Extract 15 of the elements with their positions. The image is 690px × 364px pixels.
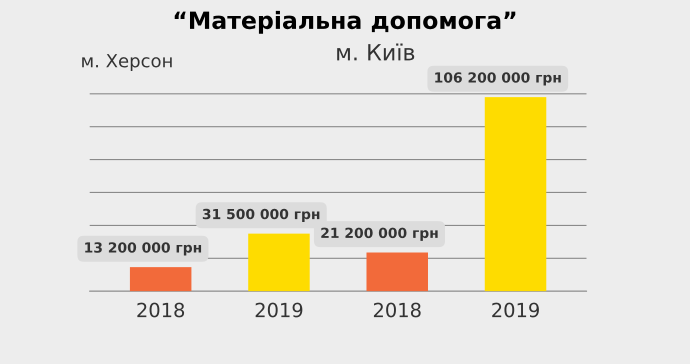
text: м. Київ — [337, 43, 414, 60]
x-tick-label: 2018 — [374, 302, 421, 318]
data-label: 31 500 000 грн — [202, 208, 320, 222]
bar — [484, 97, 546, 292]
bar — [366, 252, 428, 292]
bar — [130, 267, 192, 292]
chart-title: “Матеріальна допомога” — [174, 10, 516, 34]
data-label: 21 200 000 грн — [321, 228, 438, 241]
data-label: 106 200 000 грн — [435, 72, 561, 86]
x-tick-label: 2019 — [492, 302, 539, 318]
data-label: 13 200 000 грн — [85, 242, 202, 256]
x-tick-label: 2018 — [137, 302, 184, 318]
bar — [248, 234, 310, 292]
text: м. Херсон — [82, 54, 172, 72]
x-tick-label: 2019 — [256, 302, 302, 318]
